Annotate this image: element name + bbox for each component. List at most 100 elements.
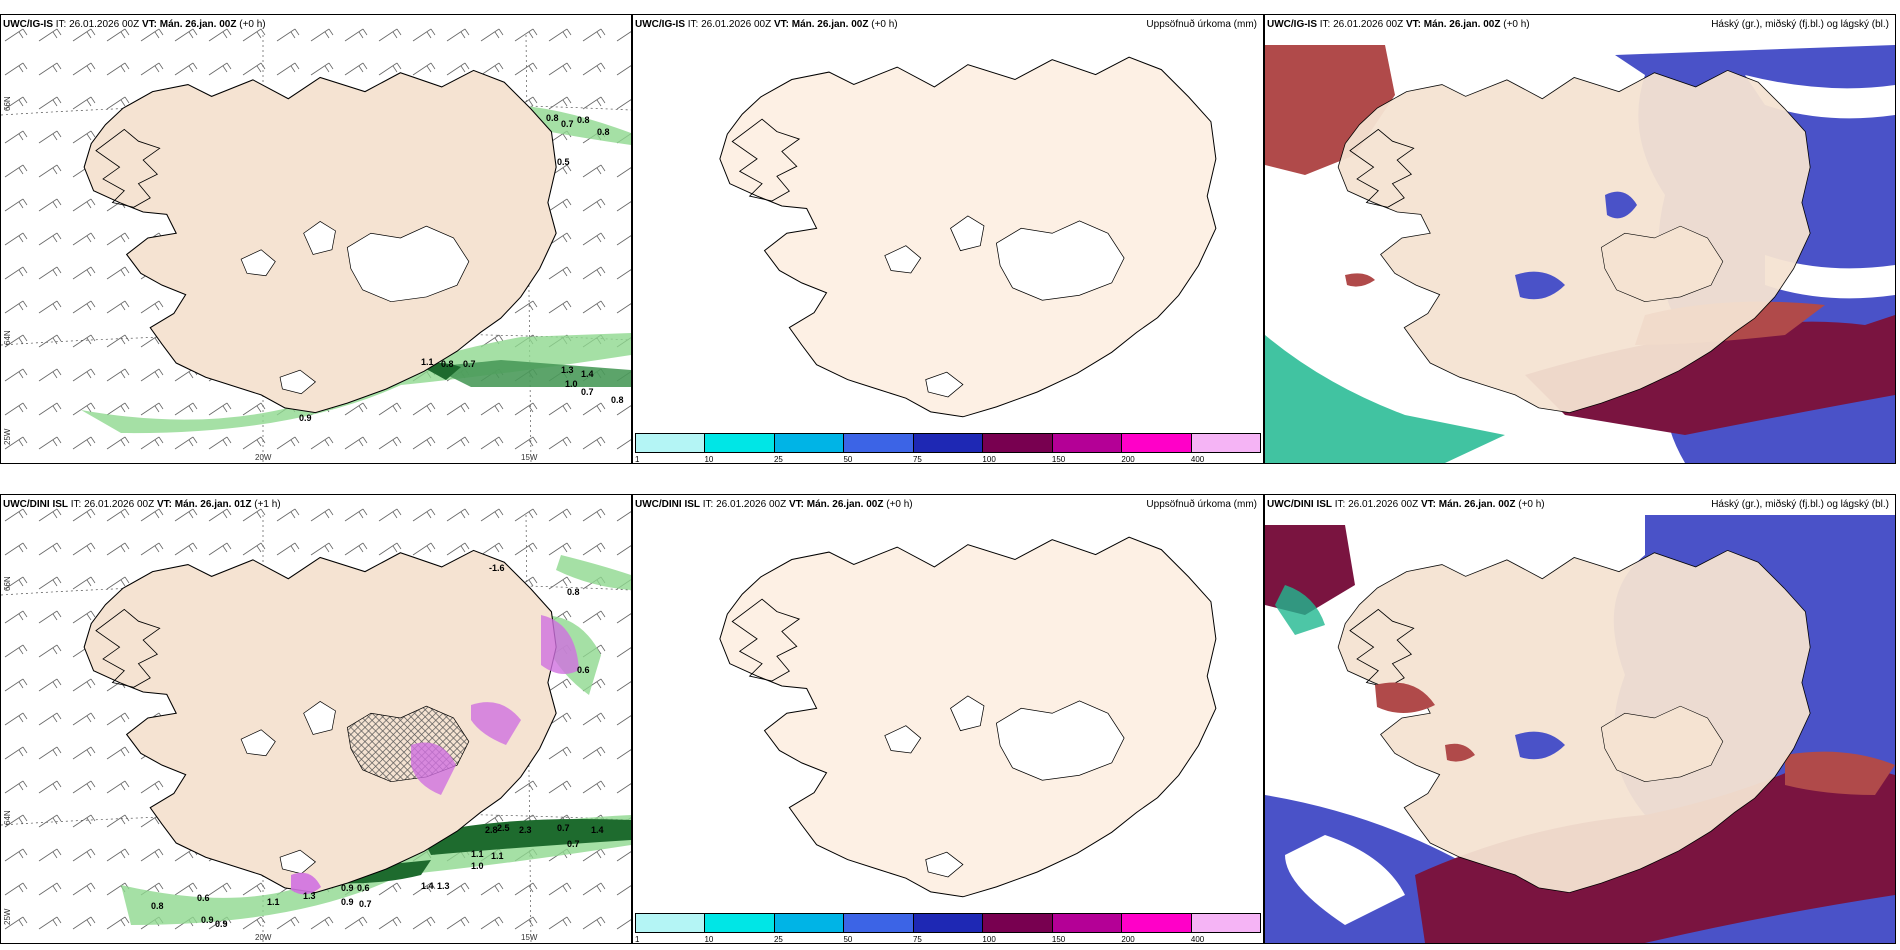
contour-label: 2.3 [519,825,532,835]
legend-swatch [844,914,914,932]
contour-labels: 0.8 0.7 0.8 0.8 0.5 1.1 0.8 0.7 1.3 1.4 … [299,113,624,423]
legend-swatch [913,914,984,932]
wind-map[interactable]: 0.8 0.7 0.8 0.8 0.5 1.1 0.8 0.7 1.3 1.4 … [1,15,631,463]
contour-label: 0.6 [197,893,210,903]
legend-tick: 150 [1051,455,1066,464]
panel-title: UWC/IG-IS IT: 26.01.2026 00Z VT: Mán. 26… [3,19,266,30]
legend-tick: 100 [982,935,996,944]
legend-tick: 25 [773,455,783,464]
precip-map[interactable] [633,495,1263,905]
legend-tick: 75 [912,935,922,944]
panel-variable: Uppsöfnuð úrkoma (mm) [1146,19,1257,30]
contour-label: 0.7 [581,387,594,397]
legend-swatch [844,434,914,452]
panel-title: UWC/DINI ISL IT: 26.01.2026 00Z VT: Mán.… [1267,499,1545,510]
legend-colorbar [635,433,1261,453]
contour-label: 0.9 [341,897,354,907]
contour-label: 0.8 [151,901,164,911]
legend-colorbar [635,913,1261,933]
panel-title: UWC/IG-IS IT: 26.01.2026 00Z VT: Mán. 26… [635,19,898,30]
legend-tick: 10 [704,455,714,464]
contour-label: 0.7 [557,823,570,833]
panel-variable: Háský (gr.), miðský (fj.bl.) og lágský (… [1711,19,1889,30]
legend-swatch [636,434,706,452]
panel-dini-precip: UWC/DINI ISL IT: 26.01.2026 00Z VT: Mán.… [632,494,1264,944]
precip-map[interactable] [633,15,1263,425]
contour-label: 1.4 [421,881,434,891]
legend-swatch [1191,914,1260,932]
iceland-landmass [719,56,1217,418]
contour-label: 0.7 [463,359,476,369]
lon-label: 20W [255,453,272,462]
contour-label: -1.6 [489,563,505,573]
legend-swatch [705,434,775,452]
contour-label: 0.8 [567,587,580,597]
cloud-map[interactable] [1265,495,1895,943]
lat-label: 25W [3,428,12,445]
legend-tick: 50 [843,935,853,944]
precip-legend: 1 10 25 50 75 100 150 200 400 [635,433,1261,464]
lat-label: 64N [3,330,12,345]
legend-swatch [1052,914,1123,932]
legend-tick: 400 [1190,455,1205,464]
legend-tick: 100 [982,455,996,464]
legend-tick: 75 [912,455,922,464]
wind-map[interactable]: -1.6 0.8 0.6 2.8 2.5 2.3 0.7 1.4 0.7 1.1… [1,495,631,943]
precip-shading [81,105,631,434]
contour-label: 1.1 [267,897,280,907]
contour-label: 0.5 [557,157,570,167]
panel-title: UWC/DINI ISL IT: 26.01.2026 00Z VT: Mán.… [635,499,913,510]
legend-swatch [913,434,984,452]
cloud-map[interactable] [1265,15,1895,463]
legend-tick: 200 [1121,455,1135,464]
contour-label: 1.1 [421,357,434,367]
legend-tick: 10 [704,935,714,944]
legend-tick: 1 [635,935,640,944]
panel-igis-wind: UWC/IG-IS IT: 26.01.2026 00Z VT: Mán. 26… [0,14,632,464]
legend-swatch [636,914,706,932]
contour-label: 1.4 [581,369,594,379]
contour-labels: -1.6 0.8 0.6 2.8 2.5 2.3 0.7 1.4 0.7 1.1… [151,563,604,929]
panel-title: UWC/DINI ISL IT: 26.01.2026 00Z VT: Mán.… [3,499,281,510]
contour-label: 0.7 [567,839,580,849]
contour-label: 1.1 [491,851,504,861]
legend-tick: 50 [843,455,853,464]
panel-dini-wind: UWC/DINI ISL IT: 26.01.2026 00Z VT: Mán.… [0,494,632,944]
cloud-blobs-over-land [1345,191,1637,300]
snow-shading [291,615,579,895]
contour-label: 0.6 [577,665,590,675]
contour-label: 0.7 [561,119,574,129]
contour-label: 0.8 [441,359,454,369]
cloud-blobs-over-land [1375,682,1565,762]
legend-tick: 400 [1190,935,1205,944]
contour-label: 2.8 [485,825,498,835]
contour-label: 1.3 [303,891,316,901]
contour-label: 0.7 [359,899,372,909]
contour-label: 1.3 [437,881,450,891]
contour-label: 0.8 [546,113,559,123]
legend-swatch [1122,914,1192,932]
lat-label: 66N [3,576,12,591]
contour-label: 0.9 [299,413,312,423]
panel-variable: Háský (gr.), miðský (fj.bl.) og lágský (… [1711,499,1889,510]
panel-title: UWC/IG-IS IT: 26.01.2026 00Z VT: Mán. 26… [1267,19,1530,30]
panel-variable: Uppsöfnuð úrkoma (mm) [1146,499,1257,510]
iceland-landmass [719,536,1217,898]
legend-swatch [983,914,1053,932]
contour-label: 0.9 [215,919,228,929]
lon-label: 15W [521,933,538,942]
legend-tick: 25 [773,935,783,944]
legend-swatch [1052,434,1123,452]
contour-label: 0.9 [201,915,214,925]
legend-swatch [774,434,845,452]
legend-swatch [1122,434,1192,452]
legend-tick: 1 [635,455,640,464]
legend-tick: 150 [1051,935,1066,944]
contour-label: 1.0 [471,861,484,871]
lon-label: 20W [255,933,272,942]
precip-legend: 1 10 25 50 75 100 150 200 400 [635,913,1261,944]
contour-label: 0.8 [611,395,624,405]
panel-dini-clouds: UWC/DINI ISL IT: 26.01.2026 00Z VT: Mán.… [1264,494,1896,944]
contour-label: 0.8 [597,127,610,137]
contour-label: 1.4 [591,825,604,835]
